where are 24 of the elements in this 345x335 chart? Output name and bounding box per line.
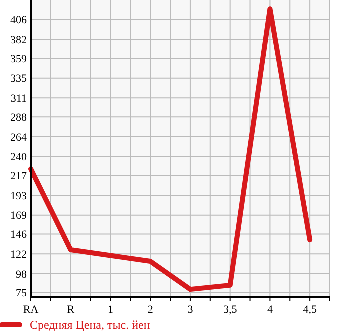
y-tick-label: 193 — [10, 190, 28, 202]
x-tick-label: 3,5 — [223, 304, 238, 316]
x-tick-label: 1 — [108, 304, 114, 316]
y-tick-label: 264 — [10, 132, 28, 144]
y-tick-label: 98 — [16, 268, 28, 281]
y-tick-label: 335 — [10, 73, 28, 86]
y-tick-label: 359 — [10, 53, 28, 66]
y-tick-label: 288 — [10, 112, 28, 124]
y-tick-label: 240 — [10, 152, 28, 164]
legend-label: Средняя Цена, тыс. йен — [30, 318, 151, 332]
x-tick-label: 3 — [188, 304, 194, 316]
x-tick-label: 4 — [267, 304, 274, 316]
y-tick-label: 146 — [10, 229, 28, 242]
x-tick-label: R — [67, 304, 76, 316]
x-tick-label: 4,5 — [303, 304, 318, 316]
y-tick-label: 217 — [10, 170, 28, 183]
y-tick-label: 122 — [10, 248, 27, 261]
y-tick-label: 169 — [10, 210, 28, 222]
x-tick-label: 2 — [148, 304, 154, 316]
x-tick-label: RA — [23, 304, 39, 316]
y-tick-label: 406 — [10, 14, 28, 27]
y-tick-label: 382 — [10, 34, 27, 46]
y-tick-label: 75 — [16, 288, 28, 300]
y-tick-label: 311 — [10, 93, 27, 106]
